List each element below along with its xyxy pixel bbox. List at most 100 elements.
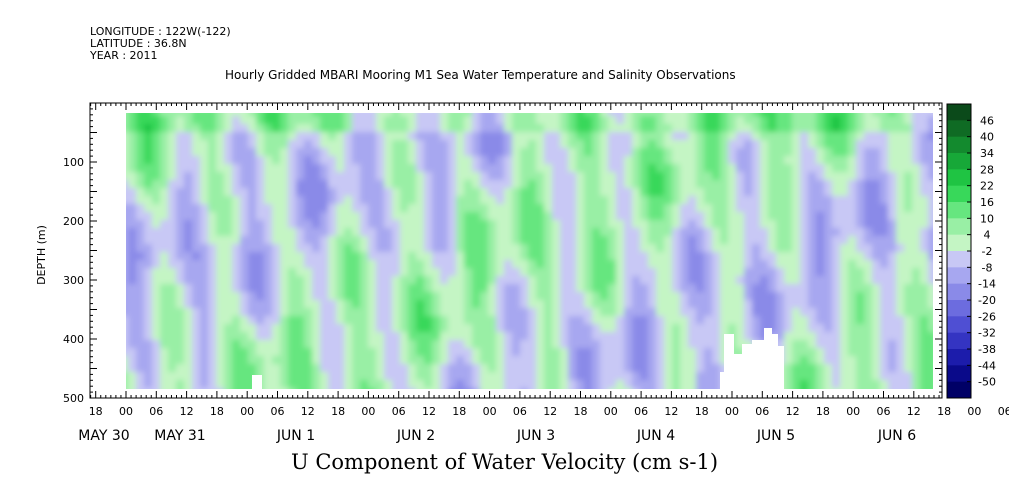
heatmap-cell	[488, 204, 497, 213]
heatmap-cell	[552, 148, 561, 157]
heatmap-cell	[216, 364, 225, 373]
heatmap-cell	[832, 284, 841, 293]
heatmap-cell	[680, 308, 689, 317]
heatmap-cell	[864, 340, 873, 349]
heatmap-cell	[712, 140, 721, 149]
heatmap-cell	[192, 364, 201, 373]
heatmap-cell	[272, 300, 281, 309]
heatmap-cell	[928, 188, 933, 197]
heatmap-cell	[760, 228, 769, 237]
heatmap-cell	[912, 156, 921, 165]
heatmap-cell	[456, 228, 465, 237]
heatmap-cell	[464, 196, 473, 205]
heatmap-cell	[600, 188, 609, 197]
heatmap-cell	[688, 156, 697, 165]
heatmap-cell	[288, 292, 297, 301]
heatmap-cell	[712, 172, 721, 181]
heatmap-cell	[256, 156, 265, 165]
heatmap-cell	[608, 284, 617, 293]
heatmap-cell	[136, 276, 145, 285]
heatmap-cell	[792, 172, 801, 181]
heatmap-cell	[296, 204, 305, 213]
heatmap-cell	[152, 332, 161, 341]
heatmap-cell	[648, 356, 657, 365]
heatmap-cell	[144, 204, 153, 213]
heatmap-cell	[856, 236, 865, 245]
heatmap-cell	[496, 180, 505, 189]
heatmap-cell	[600, 300, 609, 309]
heatmap-cell	[848, 332, 857, 341]
heatmap-cell	[704, 132, 713, 141]
colorbar-label: 46	[980, 114, 994, 127]
heatmap-cell	[776, 332, 785, 341]
heatmap-cell	[392, 180, 401, 189]
heatmap-cell	[456, 116, 465, 125]
heatmap-cell	[704, 324, 713, 333]
heatmap-cell	[128, 140, 137, 149]
heatmap-cell	[344, 276, 353, 285]
heatmap-cell	[512, 116, 521, 125]
heatmap-cell	[672, 212, 681, 221]
heatmap-cell	[312, 252, 321, 261]
heatmap-cell	[728, 212, 737, 221]
heatmap-cell	[600, 164, 609, 173]
heatmap-cell	[248, 132, 257, 141]
heatmap-cell	[392, 220, 401, 229]
heatmap-cell	[312, 260, 321, 269]
heatmap-cell	[408, 132, 417, 141]
heatmap-cell	[528, 308, 537, 317]
heatmap-cell	[496, 140, 505, 149]
heatmap-cell	[640, 196, 649, 205]
heatmap-cell	[360, 180, 369, 189]
heatmap-cell	[128, 164, 137, 173]
colorbar-swatch	[947, 218, 971, 236]
heatmap-cell	[656, 364, 665, 373]
heatmap-cell	[456, 212, 465, 221]
heatmap-cell	[896, 212, 905, 221]
heatmap-cell	[504, 180, 513, 189]
heatmap-cell	[584, 308, 593, 317]
heatmap-cell	[584, 148, 593, 157]
heatmap-cell	[264, 180, 273, 189]
heatmap-cell	[848, 252, 857, 261]
heatmap-cell	[496, 316, 505, 325]
heatmap-cell	[504, 340, 513, 349]
heatmap-cell	[272, 236, 281, 245]
heatmap-cell	[728, 124, 737, 133]
heatmap-cell	[376, 332, 385, 341]
heatmap-cell	[408, 204, 417, 213]
heatmap-cell	[664, 148, 673, 157]
heatmap-cell	[232, 372, 241, 381]
heatmap-cell	[920, 316, 929, 325]
heatmap-cell	[704, 388, 713, 389]
heatmap-cell	[824, 188, 833, 197]
heatmap-cell	[400, 204, 409, 213]
heatmap-cell	[800, 348, 809, 357]
heatmap-cell	[704, 116, 713, 125]
heatmap-cell	[632, 340, 641, 349]
heatmap-cell	[192, 196, 201, 205]
heatmap-cell	[672, 380, 681, 389]
missing-data-regions	[92, 104, 941, 398]
heatmap-cell	[504, 308, 513, 317]
heatmap-cell	[352, 204, 361, 213]
heatmap-cell	[704, 164, 713, 173]
heatmap-cell	[752, 132, 761, 141]
heatmap-cell	[368, 388, 377, 389]
heatmap-cell	[176, 180, 185, 189]
heatmap-cell	[280, 113, 289, 117]
heatmap-cell	[872, 172, 881, 181]
heatmap-cell	[568, 284, 577, 293]
heatmap-cell	[864, 116, 873, 125]
heatmap-cell	[312, 180, 321, 189]
heatmap-cell	[360, 156, 369, 165]
heatmap-cell	[888, 204, 897, 213]
heatmap-cell	[160, 172, 169, 181]
heatmap-cell	[704, 348, 713, 357]
heatmap-cell	[520, 276, 529, 285]
heatmap-cell	[192, 356, 201, 365]
heatmap-cell	[680, 244, 689, 253]
heatmap-cell	[712, 324, 721, 333]
heatmap-cell	[288, 140, 297, 149]
heatmap-cell	[672, 268, 681, 277]
